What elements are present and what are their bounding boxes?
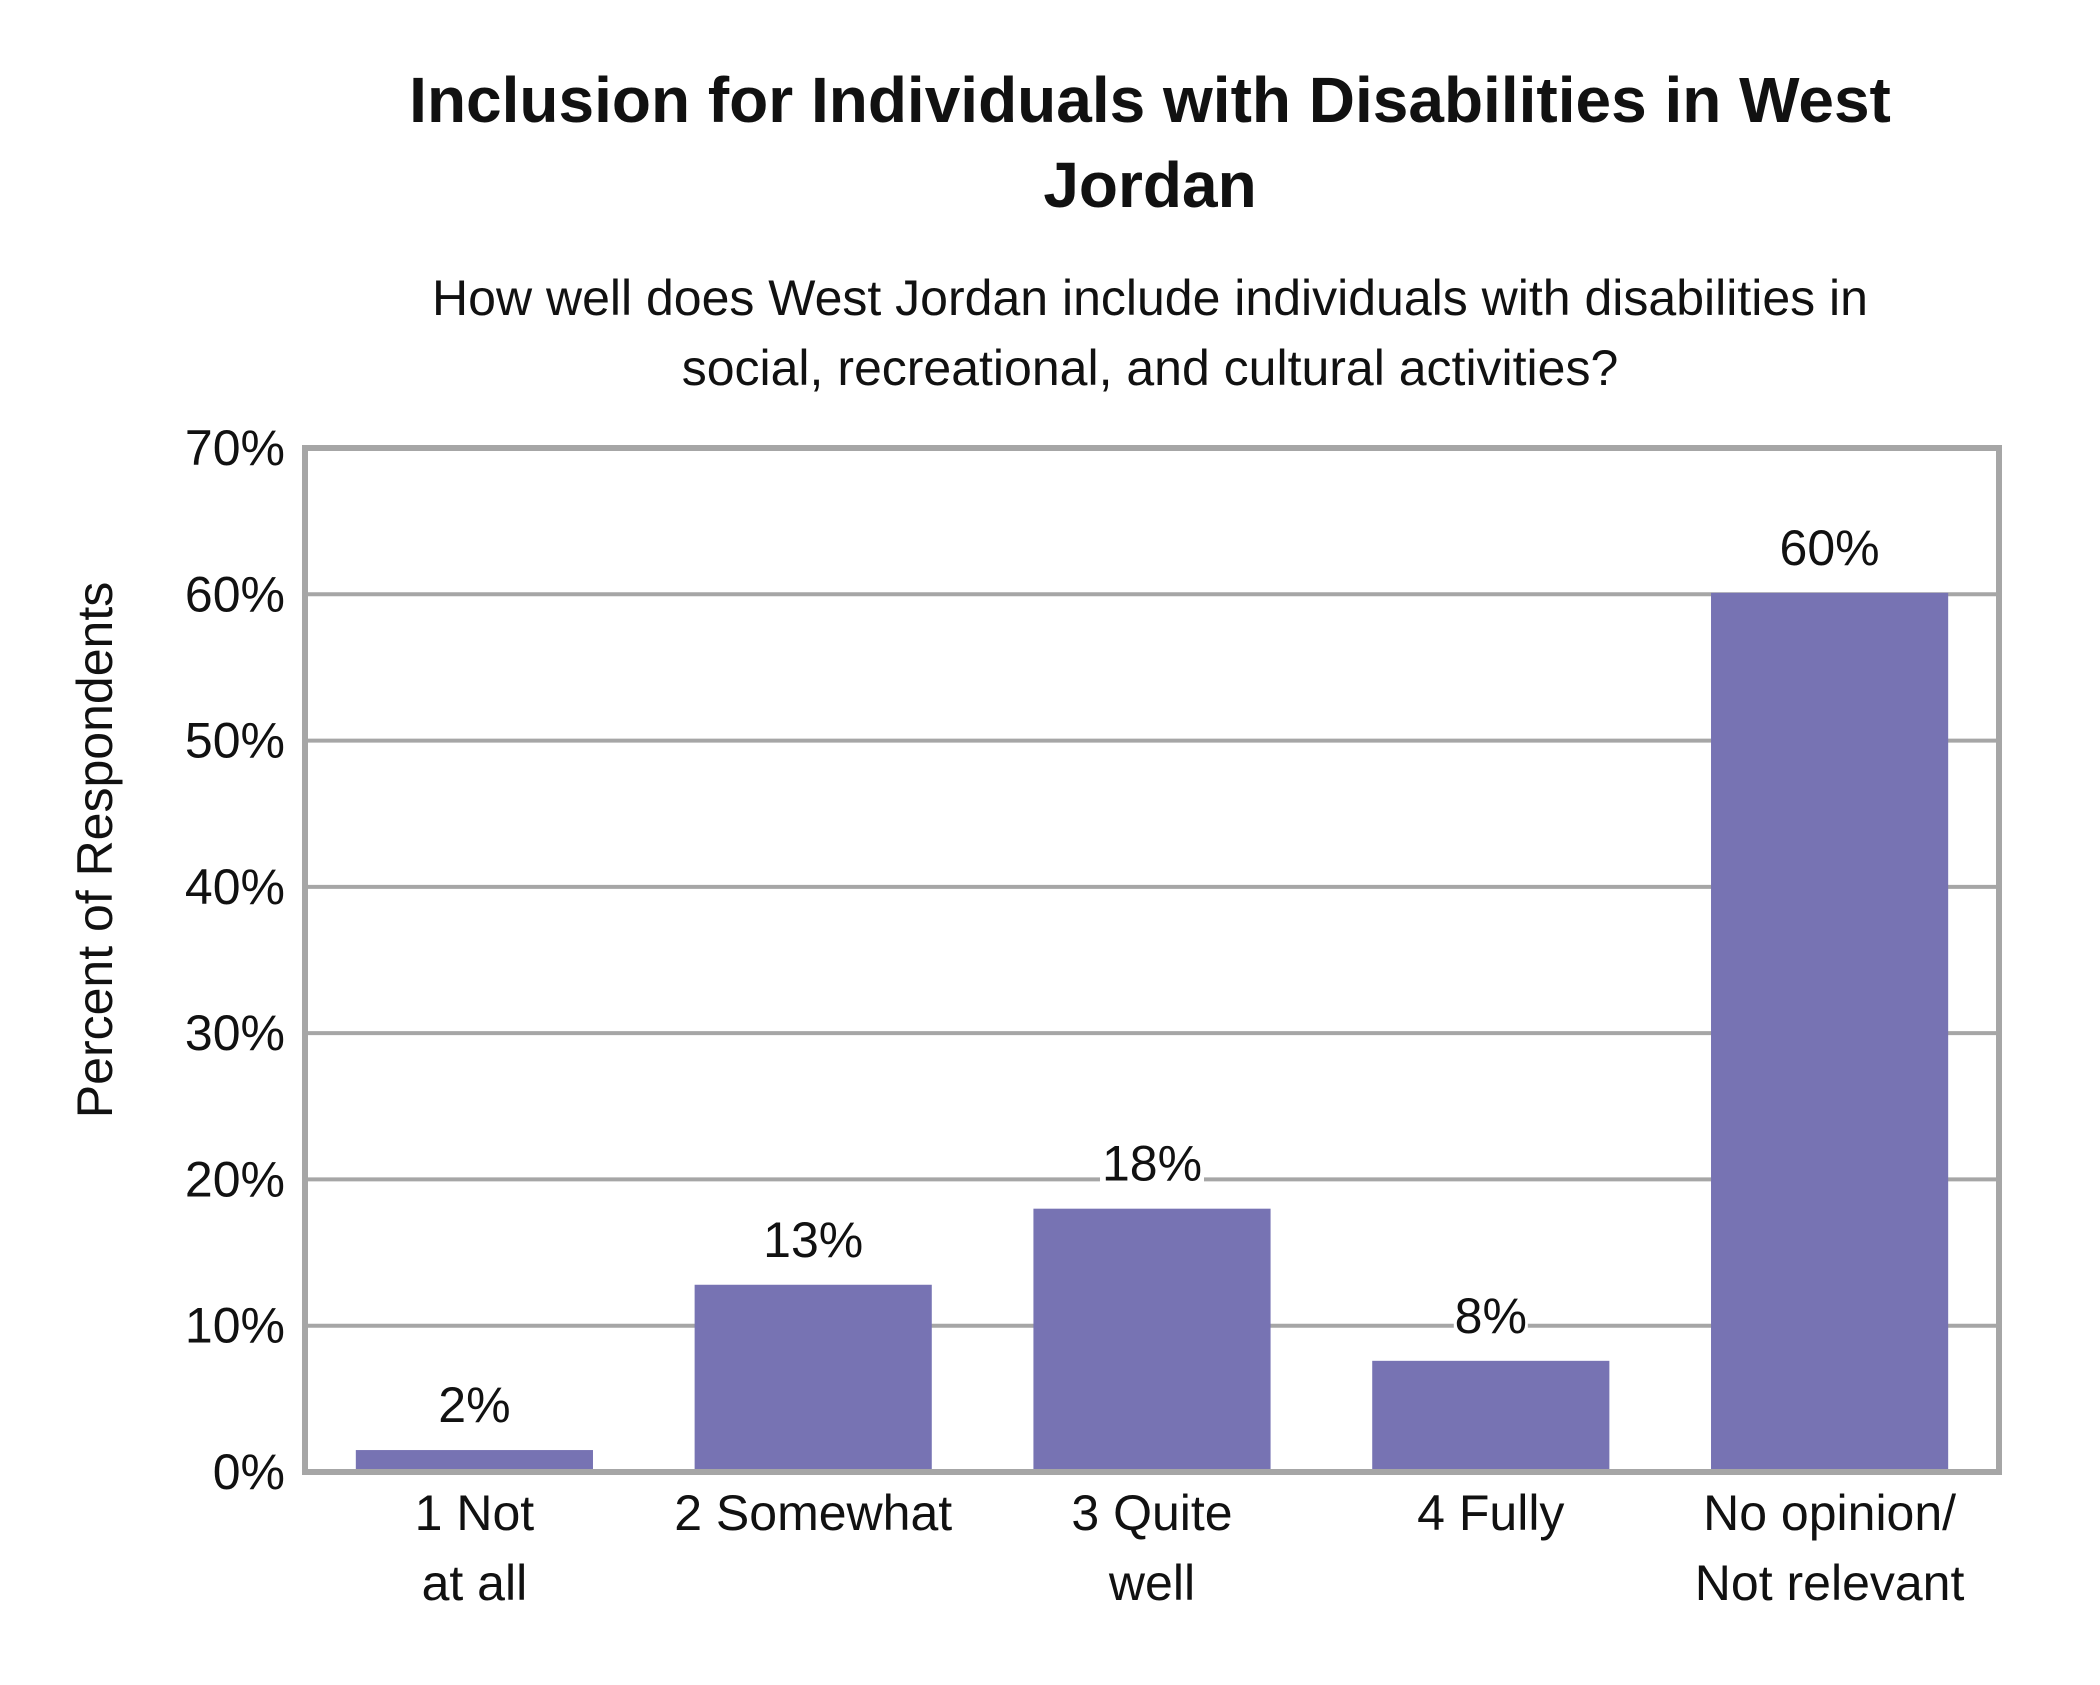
- chart-title-line: Inclusion for Individuals with Disabilit…: [409, 64, 1891, 136]
- bar: [1711, 592, 1949, 1472]
- bars: [355, 592, 1949, 1472]
- y-tick-label: 40%: [185, 859, 285, 915]
- data-label: 60%: [1780, 520, 1880, 576]
- data-label-background: [437, 1382, 512, 1433]
- data-label-background: [1453, 1292, 1528, 1343]
- chart-subtitle-line: social, recreational, and cultural activ…: [682, 340, 1619, 396]
- category-label: well: [1108, 1555, 1195, 1611]
- data-label: 13%: [763, 1212, 863, 1268]
- bar: [355, 1450, 593, 1472]
- data-label: 2%: [438, 1377, 510, 1433]
- category-label: 4 Fully: [1417, 1485, 1564, 1541]
- y-axis-ticks: 0% 10% 20% 30% 40% 50% 60% 70%: [185, 420, 285, 1500]
- category-label: at all: [422, 1555, 528, 1611]
- plot-border: [302, 445, 2002, 1475]
- y-tick-label: 30%: [185, 1005, 285, 1061]
- category-label: 3 Quite: [1071, 1485, 1232, 1541]
- y-tick-label: 10%: [185, 1298, 285, 1354]
- category-label: No opinion/: [1703, 1485, 1956, 1541]
- data-labels: 2% 13% 18% 8% 60%: [437, 520, 1882, 1433]
- category-label: Not relevant: [1695, 1555, 1965, 1611]
- chart-title-line: Jordan: [1043, 149, 1256, 221]
- category-label: 2 Somewhat: [674, 1485, 952, 1541]
- bar: [1372, 1360, 1610, 1472]
- plot-frame: [302, 445, 2002, 1475]
- data-label-background: [1100, 1140, 1204, 1191]
- bar: [1033, 1208, 1271, 1472]
- data-label: 18%: [1102, 1136, 1202, 1192]
- y-tick-label: 0%: [213, 1444, 285, 1500]
- category-label: 1 Not: [415, 1485, 535, 1541]
- data-label: 8%: [1455, 1288, 1527, 1344]
- y-tick-label: 60%: [185, 566, 285, 622]
- data-label-background: [1777, 524, 1882, 575]
- chart-subtitle-line: How well does West Jordan include indivi…: [432, 270, 1868, 326]
- y-axis-label: Percent of Respondents: [67, 582, 123, 1118]
- y-tick-label: 20%: [185, 1151, 285, 1207]
- bar: [694, 1284, 932, 1472]
- chart-title-group: Inclusion for Individuals with Disabilit…: [409, 64, 1891, 221]
- y-tick-label: 70%: [185, 420, 285, 476]
- data-label-background: [761, 1216, 866, 1267]
- x-axis-categories: 1 Not at all 2 Somewhat 3 Quite well 4 Fully N…: [415, 1485, 1965, 1611]
- chart-subtitle-group: How well does West Jordan include indivi…: [432, 270, 1868, 396]
- y-tick-label: 50%: [185, 713, 285, 769]
